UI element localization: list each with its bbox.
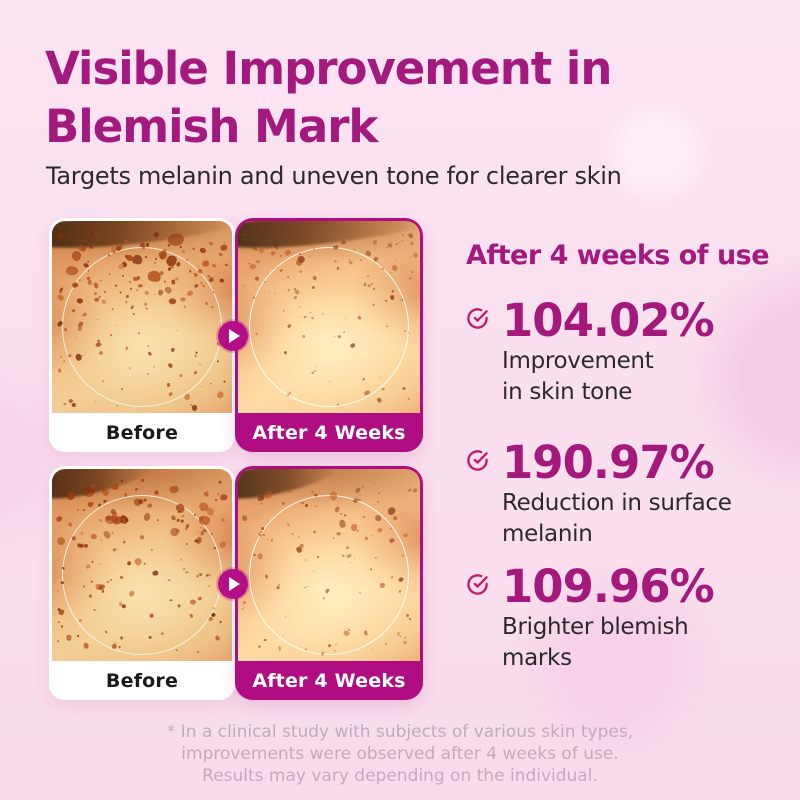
stat-description-line: in skin tone (502, 379, 633, 405)
stat-description-line: melanin (502, 521, 593, 547)
stat-value: 109.96% (502, 560, 715, 613)
stat-value: 190.97% (502, 436, 715, 489)
after-skin-photo (238, 221, 420, 413)
check-circle-icon (467, 450, 488, 471)
check-circle-icon (467, 308, 488, 329)
after-label: After 4 Weeks (235, 661, 423, 700)
before-skin-photo (52, 221, 232, 413)
stat-blemish-marks: 109.96% Brighter blemish marks (466, 564, 786, 674)
before-card: Before (49, 218, 235, 452)
after-label: After 4 Weeks (235, 413, 423, 452)
page-title: Visible Improvement in Blemish Mark (45, 40, 612, 156)
stat-description: Reduction in surface melanin (502, 488, 786, 550)
page-title-line2: Blemish Mark (45, 100, 378, 153)
disclaimer-line: improvements were observed after 4 weeks… (181, 744, 619, 764)
stat-description-line: Reduction in surface (502, 490, 732, 516)
page-title-line1: Visible Improvement in (45, 42, 612, 95)
analysis-circle-overlay (249, 495, 409, 655)
check-circle-icon (467, 574, 488, 595)
before-label: Before (49, 661, 235, 700)
after-card: After 4 Weeks (235, 466, 423, 700)
stat-surface-melanin: 190.97% Reduction in surface melanin (466, 440, 786, 550)
comparison-block-2: Before After 4 Weeks (49, 466, 423, 700)
comparison-block-1: Before After 4 Weeks (49, 218, 423, 452)
page-subtitle: Targets melanin and uneven tone for clea… (46, 162, 622, 190)
disclaimer-text: * In a clinical study with subjects of v… (0, 721, 800, 787)
before-card: Before (49, 466, 235, 700)
stat-description-line: Brighter blemish (502, 614, 689, 640)
stat-description: Brighter blemish marks (502, 612, 786, 674)
stat-skin-tone: 104.02% Improvement in skin tone (466, 298, 786, 408)
play-icon (218, 569, 248, 599)
stat-description: Improvement in skin tone (502, 346, 786, 408)
analysis-circle-overlay (249, 247, 409, 407)
results-heading: After 4 weeks of use (466, 240, 770, 271)
disclaimer-line: * In a clinical study with subjects of v… (166, 722, 634, 742)
before-label: Before (49, 413, 235, 452)
stat-value: 104.02% (502, 294, 715, 347)
play-icon (218, 321, 248, 351)
play-triangle-icon (229, 329, 240, 343)
after-skin-photo (238, 469, 420, 661)
before-skin-photo (52, 469, 232, 661)
stat-description-line: marks (502, 645, 572, 671)
stat-description-line: Improvement (502, 348, 654, 374)
play-triangle-icon (229, 577, 240, 591)
after-card: After 4 Weeks (235, 218, 423, 452)
disclaimer-line: Results may vary depending on the indivi… (202, 766, 598, 786)
